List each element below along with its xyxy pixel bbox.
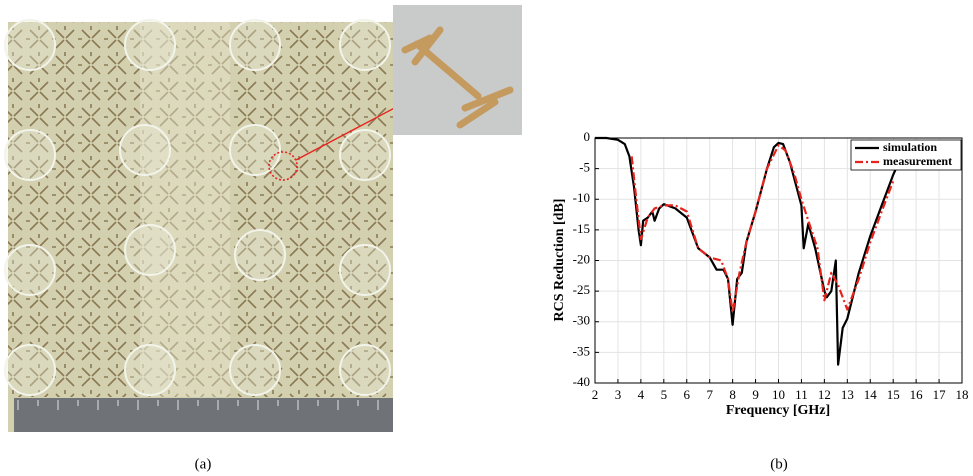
pattern xyxy=(8,22,393,397)
x-tick-label: 3 xyxy=(615,387,622,402)
series-line xyxy=(630,144,895,314)
x-tick-label: 5 xyxy=(661,387,668,402)
photo xyxy=(4,5,522,432)
x-tick-label: 2 xyxy=(592,387,599,402)
legend-label: measurement xyxy=(883,154,952,168)
panel-label: (a) xyxy=(195,456,212,472)
legend-label: simulation xyxy=(883,140,937,154)
y-tick-label: -20 xyxy=(573,251,590,266)
x-tick-label: 11 xyxy=(795,387,808,402)
y-tick-label: -10 xyxy=(573,190,590,205)
x-tick-label: 16 xyxy=(910,387,924,402)
legend-box xyxy=(850,139,962,171)
plot-frame xyxy=(594,137,963,384)
x-tick-label: 12 xyxy=(818,387,831,402)
y-axis-label: RCS Reduction [dB] xyxy=(552,199,567,322)
x-tick-label: 15 xyxy=(887,387,900,402)
x-tick-label: 14 xyxy=(864,387,878,402)
ruler xyxy=(14,398,393,432)
x-tick-label: 13 xyxy=(841,387,854,402)
y-tick-label: -30 xyxy=(573,313,590,328)
arrow xyxy=(295,102,405,161)
x-tick-label: 10 xyxy=(772,387,785,402)
y-tick-label: -15 xyxy=(573,221,590,236)
x-tick-label: 9 xyxy=(752,387,759,402)
x-tick-label: 8 xyxy=(729,387,736,402)
panel-label: (b) xyxy=(770,456,788,472)
x-tick-label: 17 xyxy=(933,387,947,402)
x-tick-label: 18 xyxy=(956,387,969,402)
series-line xyxy=(595,136,902,366)
ruler-ticks xyxy=(17,400,379,410)
circles xyxy=(4,19,391,396)
x-tick-label: 7 xyxy=(706,387,713,402)
x-tick-label: 6 xyxy=(684,387,691,402)
y-tick-label: 0 xyxy=(584,129,591,144)
y-tick-label: -35 xyxy=(573,343,590,358)
y-tick-label: -40 xyxy=(573,374,590,389)
x-axis-label: Frequency [GHz] xyxy=(726,403,830,418)
highlight-circle xyxy=(268,151,298,181)
inset xyxy=(393,5,522,135)
y-tick-label: -5 xyxy=(579,160,590,175)
y-tick-label: -25 xyxy=(573,282,590,297)
x-tick-label: 4 xyxy=(638,387,645,402)
unit-cell xyxy=(401,26,514,129)
glare xyxy=(140,22,230,397)
plot: -40 -35 -30 -25 -20 -15 -10 -5 0 2 3 4 5 6 7 8 9 10 11 12 13… xyxy=(573,129,969,402)
